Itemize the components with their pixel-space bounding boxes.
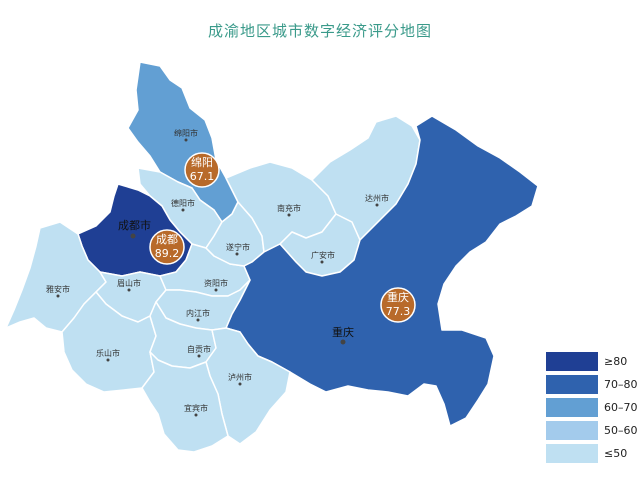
legend-swatch-60-70 <box>546 397 598 417</box>
label-yaan: 雅安市 <box>46 284 70 294</box>
legend-swatch-gte80 <box>546 351 598 371</box>
label-mianyang: 绵阳市 <box>174 128 198 138</box>
badge-score-chongqing: 77.3 <box>386 305 411 318</box>
badge-score-mianyang: 67.1 <box>190 170 215 183</box>
legend: ≥80 70–80 60–70 50–60 ≤50 <box>546 350 638 465</box>
city-dot-yibin <box>194 413 198 417</box>
legend-label-60-70: 60–70 <box>604 400 638 414</box>
label-nanchong: 南充市 <box>277 203 301 213</box>
legend-item-60-70: 60–70 <box>546 396 638 418</box>
city-dot-neijiang <box>196 318 200 322</box>
label-suining: 遂宁市 <box>226 242 250 252</box>
city-dot-leshan <box>106 358 110 362</box>
label-leshan: 乐山市 <box>96 348 120 358</box>
city-dot-chongqing <box>340 339 346 345</box>
label-zigong: 自贡市 <box>187 344 211 354</box>
legend-label-lte50: ≤50 <box>604 446 628 460</box>
city-dot-yaan <box>56 294 60 298</box>
city-dot-luzhou <box>238 382 242 386</box>
legend-label-gte80: ≥80 <box>604 354 628 368</box>
city-dot-suining <box>235 252 239 256</box>
legend-label-50-60: 50–60 <box>604 423 638 437</box>
legend-swatch-lte50 <box>546 443 598 463</box>
label-chongqing: 重庆 <box>332 325 354 339</box>
label-ziyang: 资阳市 <box>204 278 228 288</box>
legend-label-70-80: 70–80 <box>604 377 638 391</box>
city-dot-deyang <box>181 208 185 212</box>
label-luzhou: 泸州市 <box>228 372 252 382</box>
legend-swatch-70-80 <box>546 374 598 394</box>
label-yibin: 宜宾市 <box>184 403 208 413</box>
legend-item-lte50: ≤50 <box>546 442 638 464</box>
legend-swatch-50-60 <box>546 420 598 440</box>
legend-item-gte80: ≥80 <box>546 350 638 372</box>
label-guangan: 广安市 <box>311 250 335 260</box>
label-chengdu: 成都市 <box>118 218 151 232</box>
legend-item-70-80: 70–80 <box>546 373 638 395</box>
city-dot-guangan <box>320 260 324 264</box>
city-dot-chengdu <box>130 233 136 239</box>
badge-name-chengdu: 成都 <box>156 233 178 246</box>
badge-chengdu: 成都 89.2 <box>149 229 185 265</box>
badge-name-mianyang: 绵阳 <box>191 155 213 169</box>
city-dot-mianyang <box>184 138 188 142</box>
label-dazhou: 达州市 <box>365 193 389 203</box>
region-chongqing[interactable] <box>225 115 539 427</box>
city-dot-meishan <box>127 288 131 292</box>
city-dot-ziyang <box>214 288 218 292</box>
badge-mianyang: 绵阳 67.1 <box>184 152 220 188</box>
map-title: 成渝地区城市数字经济评分地图 <box>207 22 432 40</box>
label-neijiang: 内江市 <box>186 308 210 318</box>
region-yibin[interactable] <box>141 351 229 453</box>
city-dot-zigong <box>197 354 201 358</box>
badge-name-chongqing: 重庆 <box>387 290 409 304</box>
city-dots <box>56 138 379 417</box>
legend-item-50-60: 50–60 <box>546 419 638 441</box>
badge-score-chengdu: 89.2 <box>155 247 180 260</box>
label-deyang: 德阳市 <box>171 198 195 208</box>
city-dot-nanchong <box>287 213 291 217</box>
label-meishan: 眉山市 <box>117 278 141 288</box>
city-dot-dazhou <box>375 203 379 207</box>
badge-chongqing: 重庆 77.3 <box>380 287 416 323</box>
